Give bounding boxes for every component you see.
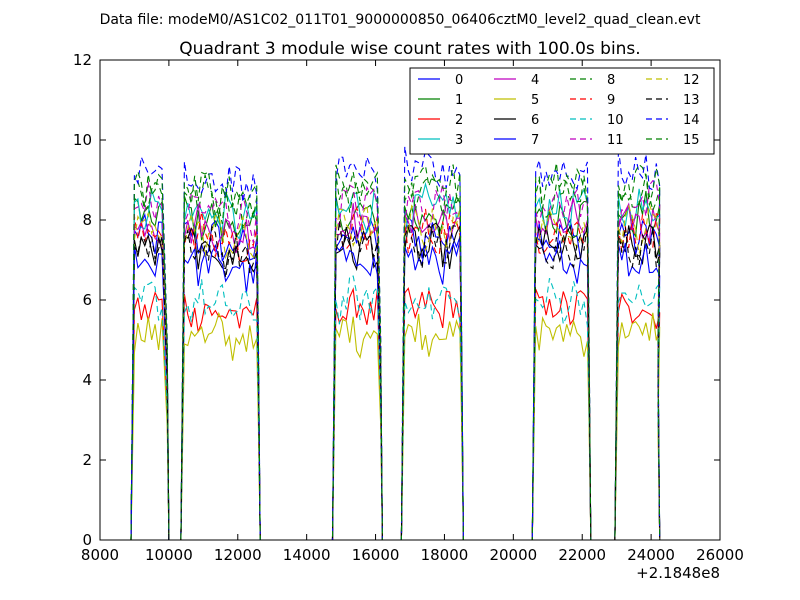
- legend-label-15: 15: [683, 133, 700, 148]
- x-tick-label: 26000: [696, 546, 744, 564]
- legend-label-8: 8: [607, 73, 615, 88]
- x-tick-label: 18000: [421, 546, 469, 564]
- legend-label-11: 11: [607, 133, 624, 148]
- series-line-8: [130, 173, 661, 540]
- legend-frame: [409, 67, 715, 155]
- legend-label-0: 0: [455, 73, 463, 88]
- legend-label-1: 1: [455, 93, 463, 108]
- series-layer: [130, 146, 661, 540]
- legend-label-10: 10: [607, 113, 624, 128]
- series-line-10: [130, 275, 661, 540]
- x-tick-label: 16000: [352, 546, 400, 564]
- series-line-12: [130, 203, 661, 540]
- legend-label-9: 9: [607, 93, 615, 108]
- series-line-13: [130, 220, 661, 540]
- y-tick-label: 6: [82, 291, 92, 309]
- y-tick-label: 2: [82, 451, 92, 469]
- series-line-6: [130, 222, 661, 540]
- x-tick-label: 8000: [81, 546, 119, 564]
- legend-label-7: 7: [531, 133, 539, 148]
- legend-label-5: 5: [531, 93, 539, 108]
- legend-label-4: 4: [531, 73, 539, 88]
- x-tick-label: 20000: [489, 546, 537, 564]
- y-tick-label: 4: [82, 371, 92, 389]
- series-line-15: [130, 162, 661, 540]
- legend-label-12: 12: [683, 73, 700, 88]
- series-line-14: [130, 146, 661, 540]
- x-tick-label: 12000: [214, 546, 262, 564]
- x-axis: 8000 10000 12000 14000 16000 18000 20000 22000 2…: [81, 60, 744, 564]
- x-tick-label: 14000: [283, 546, 331, 564]
- y-tick-label: 10: [73, 131, 92, 149]
- series-line-7: [130, 237, 661, 540]
- legend-label-2: 2: [455, 113, 463, 128]
- legend-label-6: 6: [531, 113, 539, 128]
- y-tick-label: 12: [73, 51, 92, 69]
- legend-label-13: 13: [683, 93, 700, 108]
- chart-suptitle: Data file: modeM0/AS1C02_011T01_90000008…: [100, 12, 701, 28]
- series-line-1: [130, 191, 661, 540]
- x-tick-label: 22000: [558, 546, 606, 564]
- y-tick-label: 0: [82, 531, 92, 549]
- legend-label-3: 3: [455, 133, 463, 148]
- series-line-5: [130, 311, 661, 540]
- x-axis-offset-label: +2.1848e8: [636, 564, 720, 582]
- series-line-2: [130, 287, 661, 540]
- y-tick-label: 8: [82, 211, 92, 229]
- legend-label-14: 14: [683, 113, 700, 128]
- chart-title: Quadrant 3 module wise count rates with …: [179, 39, 640, 59]
- x-tick-label: 24000: [627, 546, 675, 564]
- x-tick-label: 10000: [145, 546, 193, 564]
